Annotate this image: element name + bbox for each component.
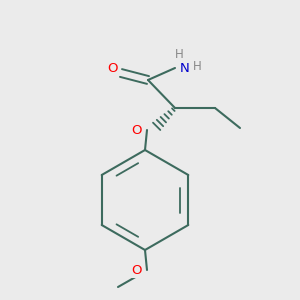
Text: O: O xyxy=(132,124,142,136)
Text: H: H xyxy=(175,47,183,61)
Text: O: O xyxy=(132,263,142,277)
Text: O: O xyxy=(108,61,118,74)
Text: N: N xyxy=(180,61,190,74)
Text: H: H xyxy=(193,59,201,73)
